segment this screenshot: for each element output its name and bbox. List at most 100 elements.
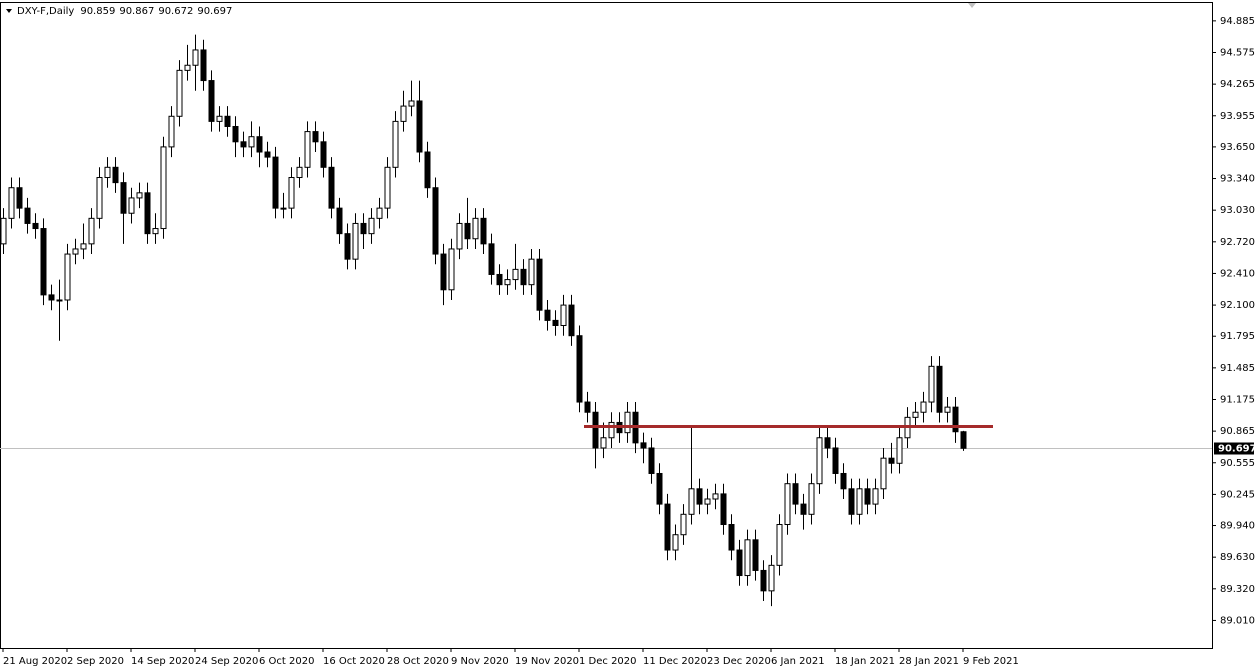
candle-body [488,243,495,275]
x-tick-label: 19 Nov 2020 [515,656,579,667]
x-tick-label: 21 Aug 2020 [3,656,67,667]
candle-body [752,539,759,571]
candle-body [408,100,415,107]
candle-body [928,365,935,403]
x-tick-label: 18 Jan 2021 [835,656,895,667]
menu-arrow [6,9,12,13]
close-value: 90.697 [197,6,232,17]
candle-body [232,125,239,143]
candle-body [264,151,271,158]
candle-body [336,207,343,235]
y-tick-label: 93.030 [1220,205,1255,216]
candle-body [656,472,663,505]
y-tick-label: 94.575 [1220,47,1255,58]
candle-body [792,483,799,505]
y-tick-label: 94.265 [1220,79,1255,90]
open-value: 90.859 [80,6,115,17]
candle-body [960,431,967,449]
y-tick-label: 90.245 [1220,489,1255,500]
candle-body [504,279,511,286]
candle-body [712,493,719,500]
candle-body [768,564,775,592]
candle-body [120,182,127,214]
y-tick-label: 91.175 [1220,394,1255,405]
candle-body [560,304,567,326]
candle-body [40,228,47,296]
x-tick-label: 23 Dec 2020 [707,656,771,667]
y-tick-label: 93.955 [1220,111,1255,122]
candle-body [184,64,191,71]
candle-body [416,100,423,153]
candle-body [248,136,255,148]
candle-body [224,115,231,127]
candle-body [56,299,63,302]
y-tick-label: 93.340 [1220,174,1255,185]
candle-body [48,294,55,301]
candle-body [864,488,871,505]
y-tick-label: 92.100 [1220,300,1255,311]
candle-body [480,217,487,245]
candle-body [528,258,535,286]
x-tick-label: 2 Sep 2020 [67,656,124,667]
candle-body [328,166,335,209]
x-tick-label: 14 Sep 2020 [131,656,194,667]
candle-body [368,217,375,235]
candle-body [0,217,7,245]
candle-body [912,411,919,418]
candle-body [736,549,743,577]
candle-body [936,365,943,413]
x-tick-label: 11 Dec 2020 [643,656,707,667]
candle-body [424,151,431,189]
candle-body [152,228,159,235]
candle-body [808,483,815,515]
x-tick-label: 9 Feb 2021 [963,656,1019,667]
candle-body [720,493,727,526]
candle-body [208,80,215,122]
candle-body [552,319,559,327]
candle-body [816,437,823,485]
y-tick-label: 93.650 [1220,142,1255,153]
y-tick-label: 94.885 [1220,16,1255,27]
y-tick-label: 89.010 [1220,615,1255,626]
candle-body [896,437,903,464]
candle-body [352,222,359,260]
y-tick-label: 91.795 [1220,331,1255,342]
candle-body [200,49,207,82]
candle-body [80,243,87,250]
chart-header: DXY-F,Daily 90.859 90.867 90.672 90.697 [17,6,232,17]
candle-body [704,498,711,505]
candle-body [376,207,383,219]
y-tick-label: 89.940 [1220,521,1255,532]
x-tick-label: 28 Oct 2020 [387,656,449,667]
shift-marker [968,3,976,8]
candle-body [272,156,279,209]
candle-body [64,253,71,301]
y-tick-label: 90.555 [1220,458,1255,469]
candle-body [312,131,319,143]
candle-body [568,304,575,337]
candle-body [128,197,135,214]
y-tick-label: 91.485 [1220,363,1255,374]
y-tick-label: 89.630 [1220,552,1255,563]
candle-body [280,207,287,210]
candle-body [544,309,551,321]
candle-body [240,141,247,148]
candle-body [856,488,863,515]
candle-body [440,253,447,291]
candle-body [304,131,311,168]
candle-body [800,503,807,515]
candle-body [472,217,479,240]
candle-body [512,268,519,281]
candle-body [296,166,303,179]
x-tick-label: 6 Jan 2021 [771,656,825,667]
candle-body [920,401,927,413]
candle-body [496,273,503,286]
candle-body [8,187,15,219]
candle-body [696,488,703,505]
price-tag: 90.697 [1218,444,1256,455]
candle-body [520,268,527,286]
low-value: 90.672 [158,6,193,17]
candle-body [952,406,959,433]
candle-body [144,192,151,235]
